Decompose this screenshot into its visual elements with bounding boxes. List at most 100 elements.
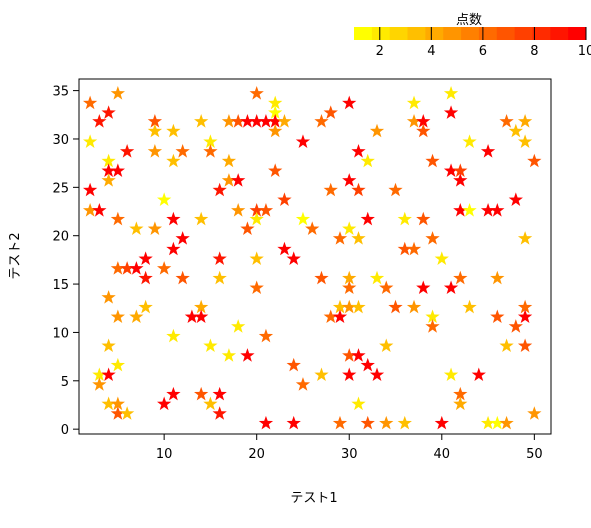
data-point-star xyxy=(517,134,533,148)
data-point-star xyxy=(342,299,357,314)
data-point-star xyxy=(231,114,246,128)
data-point-star xyxy=(332,415,348,430)
data-point-star xyxy=(406,95,422,110)
y-tick-label: 0 xyxy=(61,423,69,438)
data-point-star xyxy=(110,396,125,411)
data-point-star xyxy=(110,86,125,100)
data-point-star xyxy=(82,134,98,148)
data-point-star xyxy=(258,415,274,430)
data-point-star xyxy=(360,357,375,372)
data-point-star xyxy=(268,105,283,119)
y-tick-label: 35 xyxy=(52,85,69,100)
data-point-star xyxy=(453,173,468,187)
legend-color-swatch xyxy=(443,27,462,40)
data-point-star xyxy=(443,280,459,294)
data-point-star xyxy=(249,280,264,294)
data-point-star xyxy=(416,123,431,138)
data-point-star xyxy=(517,309,533,324)
data-point-star xyxy=(157,192,172,206)
data-point-star xyxy=(416,211,431,226)
legend-tick-label: 10 xyxy=(578,44,591,59)
data-point-star xyxy=(157,396,172,411)
data-point-star xyxy=(443,105,459,119)
data-point-star xyxy=(462,203,477,217)
y-tick-label: 30 xyxy=(52,133,69,148)
data-point-star xyxy=(212,251,227,265)
data-point-star xyxy=(508,319,523,333)
data-point-star xyxy=(332,231,348,245)
data-point-star xyxy=(110,406,125,420)
color-legend: 点数 2 4 6 8 10 xyxy=(354,13,591,59)
data-point-star xyxy=(490,203,505,217)
data-point-star xyxy=(119,406,135,420)
data-point-star xyxy=(268,95,283,110)
data-point-star xyxy=(138,299,153,314)
legend-ticks: 2 4 6 8 10 xyxy=(376,27,591,59)
data-point-star xyxy=(490,309,505,324)
data-point-star xyxy=(480,203,496,217)
data-point-star xyxy=(397,211,412,226)
data-point-star xyxy=(379,338,394,353)
data-point-star xyxy=(286,357,301,372)
data-point-star xyxy=(314,114,329,128)
data-point-star xyxy=(249,114,264,128)
data-point-star xyxy=(157,261,172,275)
data-point-star xyxy=(286,415,301,430)
data-point-star xyxy=(508,192,523,206)
data-point-star xyxy=(453,203,468,217)
data-point-star xyxy=(110,261,125,275)
data-point-star xyxy=(332,309,348,324)
data-point-star xyxy=(517,299,533,314)
data-point-star xyxy=(351,231,366,245)
data-points xyxy=(82,86,542,430)
data-point-star xyxy=(119,144,135,158)
data-point-star xyxy=(212,386,227,401)
y-axis-title: テスト2 xyxy=(8,232,23,279)
data-point-star xyxy=(369,123,385,138)
data-point-star xyxy=(258,114,274,128)
data-point-star xyxy=(166,241,181,256)
legend-title: 点数 xyxy=(456,13,482,28)
data-point-star xyxy=(416,114,431,128)
data-point-star xyxy=(351,299,366,314)
data-point-star xyxy=(184,309,200,324)
data-point-star xyxy=(443,163,459,177)
legend-color-swatch xyxy=(407,27,426,40)
legend-color-swatch xyxy=(568,27,587,40)
data-point-star xyxy=(342,280,357,294)
data-point-star xyxy=(517,338,533,353)
x-tick-label: 40 xyxy=(434,447,451,462)
data-point-star xyxy=(351,348,366,362)
y-tick-label: 10 xyxy=(52,326,69,341)
data-point-star xyxy=(249,86,264,100)
legend-tick-label: 6 xyxy=(479,44,487,59)
data-point-star xyxy=(203,134,218,148)
data-point-star xyxy=(92,377,107,391)
data-point-star xyxy=(221,114,237,128)
data-point-star xyxy=(194,386,209,401)
data-point-star xyxy=(249,251,264,265)
x-axis: 10 20 30 40 50 xyxy=(156,434,543,462)
data-point-star xyxy=(360,415,375,430)
data-point-star xyxy=(369,367,385,382)
data-point-star xyxy=(101,153,116,168)
data-point-star xyxy=(453,396,468,411)
data-point-star xyxy=(323,309,338,324)
data-point-star xyxy=(258,203,274,217)
data-point-star xyxy=(101,396,116,411)
data-point-star xyxy=(499,415,514,430)
data-point-star xyxy=(462,134,477,148)
data-point-star xyxy=(268,114,283,128)
data-point-star xyxy=(332,299,348,314)
data-point-star xyxy=(434,415,449,430)
data-point-star xyxy=(147,114,163,128)
data-point-star xyxy=(342,221,357,235)
data-point-star xyxy=(360,211,375,226)
data-point-star xyxy=(138,251,153,265)
data-point-star xyxy=(443,367,459,382)
data-point-star xyxy=(166,386,181,401)
data-point-star xyxy=(286,251,301,265)
data-point-star xyxy=(194,299,209,314)
data-point-star xyxy=(388,299,403,314)
x-axis-title: テスト1 xyxy=(290,491,337,506)
